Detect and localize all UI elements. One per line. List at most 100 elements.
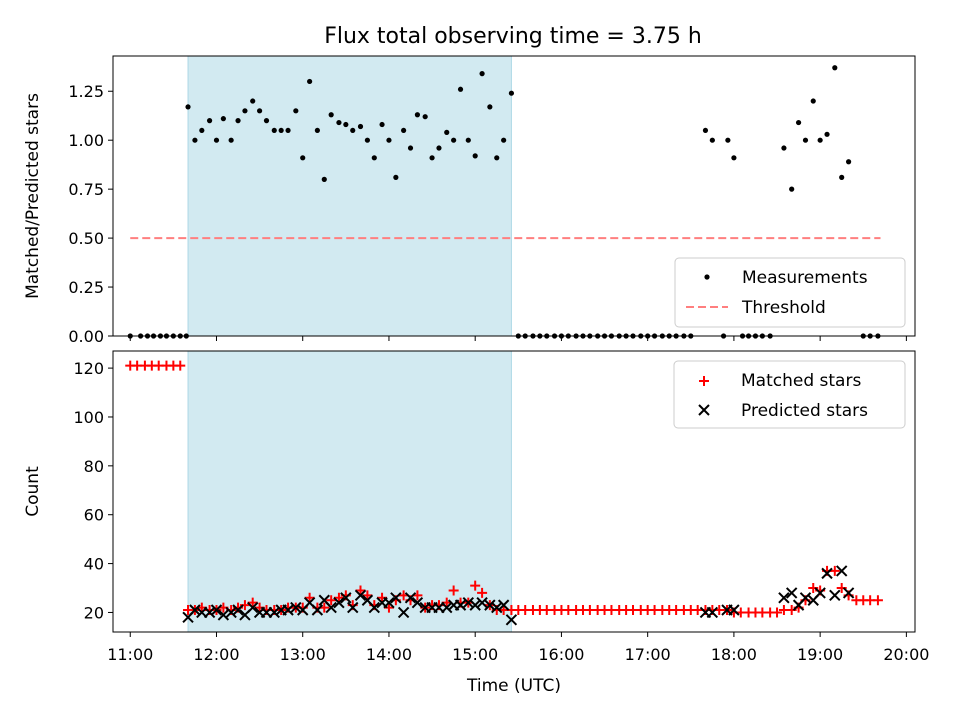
measurement-point xyxy=(444,129,450,135)
plot-frame xyxy=(112,55,916,337)
y-tick-label: 40 xyxy=(84,555,104,574)
measurement-point xyxy=(213,137,220,143)
measurement-point xyxy=(451,137,457,143)
measurement-point xyxy=(508,90,515,96)
measurement-point xyxy=(810,98,816,104)
measurement-point xyxy=(436,145,442,151)
measurement-point xyxy=(235,118,241,124)
measurement-point xyxy=(357,123,364,130)
measurement-point xyxy=(832,65,838,71)
legend: Measurements Threshold xyxy=(674,257,906,328)
matched-point xyxy=(362,590,373,601)
predicted-point xyxy=(290,601,302,614)
plot-frame xyxy=(112,350,916,633)
predicted-point xyxy=(368,601,381,614)
measurement-point xyxy=(393,174,399,180)
measurement-point xyxy=(228,137,234,143)
measurement-point xyxy=(817,137,823,143)
predicted-point xyxy=(785,587,798,599)
legend-marker-matched xyxy=(699,376,709,386)
measurement-point xyxy=(407,145,414,151)
predicted-point xyxy=(282,604,294,616)
measurement-point xyxy=(731,155,737,161)
measurement-point xyxy=(379,121,385,128)
legend-label-predicted: Predicted stars xyxy=(741,401,868,421)
observing-span xyxy=(188,56,512,336)
predicted-point xyxy=(225,606,237,619)
measurement-point xyxy=(781,145,787,151)
x-tick-label: 14:00 xyxy=(366,645,412,664)
measurement-point xyxy=(314,127,320,134)
x-tick-label: 13:00 xyxy=(280,645,326,664)
predicted-point xyxy=(484,599,496,611)
predicted-point xyxy=(325,601,337,614)
measurement-point xyxy=(328,112,334,118)
matched-point xyxy=(470,580,481,591)
legend: Matched stars Predicted stars xyxy=(673,360,906,429)
predicted-point xyxy=(706,606,719,619)
matched-point xyxy=(448,585,459,596)
x-tick-label: 17:00 xyxy=(625,645,671,664)
measurement-point xyxy=(802,137,809,143)
x-tick-label: 15:00 xyxy=(452,645,498,664)
predicted-point xyxy=(497,599,510,611)
y-tick-label: 1.00 xyxy=(68,131,104,150)
measurement-point xyxy=(285,127,291,134)
legend-marker-measurements xyxy=(704,274,710,280)
chart-title: Flux total observing time = 3.75 h xyxy=(324,24,702,49)
measurement-point xyxy=(472,153,478,159)
matched-point xyxy=(772,607,783,618)
y-tick-label: 120 xyxy=(73,359,104,378)
x-axis-label: Time (UTC) xyxy=(466,676,561,696)
measurement-point xyxy=(242,108,248,114)
measurement-point xyxy=(199,127,205,134)
matched-point xyxy=(872,595,883,606)
count-panel: 20 40 60 80 100 120 11:00 12:00 13:00 14:00 15:00 1… xyxy=(23,350,929,696)
measurement-point xyxy=(487,104,493,110)
observing-span xyxy=(188,351,512,632)
y-tick-label: 100 xyxy=(73,408,104,427)
predicted-point xyxy=(217,609,230,621)
legend-label-threshold: Threshold xyxy=(741,298,826,318)
x-tick-label: 20:00 xyxy=(883,645,929,664)
measurement-point xyxy=(336,119,342,126)
measurement-point xyxy=(501,137,507,143)
measurement-point xyxy=(250,98,256,104)
y-tick-label: 80 xyxy=(84,457,104,476)
measurement-point xyxy=(386,137,392,143)
measurement-point xyxy=(293,108,299,114)
measurement-point xyxy=(422,114,428,120)
predicted-point xyxy=(778,592,790,604)
predicted-point xyxy=(462,596,475,609)
measurement-point xyxy=(401,127,407,134)
measurement-point xyxy=(192,137,198,143)
measurement-point xyxy=(789,186,795,192)
predicted-point xyxy=(311,604,324,616)
legend-box xyxy=(673,360,906,429)
matched-point xyxy=(333,592,344,603)
x-tick-label: 11:00 xyxy=(107,645,153,664)
matched-point xyxy=(786,605,797,616)
predicted-point xyxy=(404,592,417,604)
measurement-point xyxy=(479,71,485,77)
measurement-point xyxy=(494,155,500,161)
predicted-point xyxy=(268,606,280,619)
y-tick-label: 20 xyxy=(84,603,104,622)
predicted-point xyxy=(333,596,345,609)
predicted-point xyxy=(829,589,841,602)
y-tick-label: 1.25 xyxy=(68,82,104,101)
y-tick-label: 0.00 xyxy=(68,327,104,346)
measurement-point xyxy=(343,121,349,128)
matched-point xyxy=(829,565,840,576)
predicted-point xyxy=(441,601,453,614)
measurement-point xyxy=(414,112,421,118)
measurement-point xyxy=(278,127,284,134)
measurement-point xyxy=(429,155,435,161)
measurement-point xyxy=(845,159,852,165)
predicted-point xyxy=(340,592,352,604)
predicted-point xyxy=(799,592,812,604)
x-tick-label: 16:00 xyxy=(538,645,584,664)
predicted-point xyxy=(454,599,467,611)
predicted-point xyxy=(397,606,410,619)
